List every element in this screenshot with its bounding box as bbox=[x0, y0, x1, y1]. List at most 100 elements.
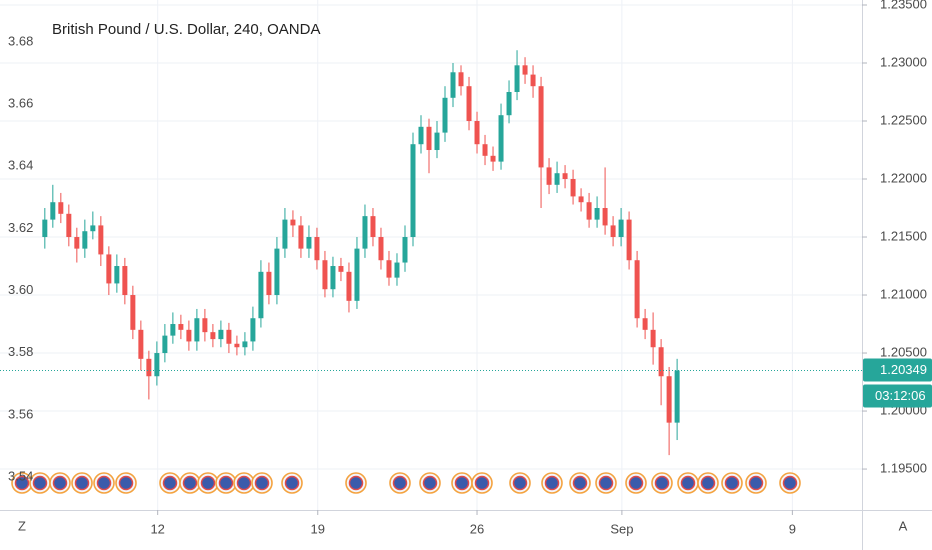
candle-body bbox=[450, 72, 456, 98]
corner-right[interactable]: A bbox=[899, 518, 908, 533]
candle-body bbox=[202, 318, 208, 333]
candle-body bbox=[594, 208, 600, 220]
event-flag bbox=[32, 475, 48, 491]
candle-body bbox=[106, 254, 112, 284]
y2-tick-label: 3.58 bbox=[8, 344, 33, 359]
candle-body bbox=[274, 248, 280, 296]
corner-left[interactable]: Z bbox=[18, 518, 26, 533]
candle-body bbox=[266, 271, 272, 296]
candle-body bbox=[578, 196, 584, 203]
candle-body bbox=[218, 329, 224, 340]
y2-tick-label: 3.62 bbox=[8, 220, 33, 235]
event-flag bbox=[680, 475, 696, 491]
candle-body bbox=[74, 237, 80, 249]
candle-body bbox=[626, 219, 632, 261]
candle-body bbox=[666, 376, 672, 423]
x-tick-label: 26 bbox=[470, 521, 484, 536]
candle-body bbox=[498, 115, 504, 162]
y2-tick-label: 3.66 bbox=[8, 96, 33, 111]
candle-body bbox=[138, 329, 144, 359]
y2-tick-label: 3.54 bbox=[8, 468, 33, 483]
candle-body bbox=[386, 260, 392, 278]
candle-body bbox=[178, 324, 184, 330]
countdown-label: 03:12:06 bbox=[875, 388, 926, 403]
event-flag bbox=[52, 475, 68, 491]
candle-body bbox=[522, 65, 528, 75]
candle-body bbox=[154, 353, 160, 377]
candle-body bbox=[482, 144, 488, 156]
chart-title: British Pound / U.S. Dollar, 240, OANDA bbox=[52, 21, 320, 38]
candle-body bbox=[194, 318, 200, 342]
event-flag bbox=[96, 475, 112, 491]
y2-tick-label: 3.56 bbox=[8, 406, 33, 421]
event-flag bbox=[512, 475, 528, 491]
candles bbox=[42, 50, 680, 456]
event-flag bbox=[118, 475, 134, 491]
candle-body bbox=[474, 121, 480, 145]
candle-body bbox=[602, 208, 608, 226]
candle-body bbox=[514, 65, 520, 92]
event-flag bbox=[348, 475, 364, 491]
candle-body bbox=[234, 343, 240, 348]
candle-body bbox=[362, 216, 368, 249]
candle-body bbox=[354, 248, 360, 301]
candle-body bbox=[618, 219, 624, 238]
event-flag bbox=[598, 475, 614, 491]
candle-body bbox=[242, 341, 248, 348]
candle-body bbox=[442, 97, 448, 133]
price-tag bbox=[863, 358, 932, 382]
candle-body bbox=[290, 219, 296, 226]
candle-body bbox=[570, 179, 576, 197]
candle-body bbox=[490, 155, 496, 162]
candle-body bbox=[186, 329, 192, 342]
candle-body bbox=[90, 225, 96, 232]
candle-body bbox=[378, 237, 384, 261]
candle-body bbox=[162, 335, 168, 354]
candle-body bbox=[562, 173, 568, 180]
candle-body bbox=[314, 237, 320, 261]
candle-body bbox=[642, 318, 648, 330]
candle-body bbox=[322, 260, 328, 290]
y-tick-label: 1.19500 bbox=[880, 460, 927, 475]
event-flag bbox=[182, 475, 198, 491]
candle-body bbox=[98, 225, 104, 255]
candle-body bbox=[554, 173, 560, 185]
candle-body bbox=[466, 86, 472, 122]
candle-body bbox=[370, 216, 376, 238]
candle-body bbox=[258, 271, 264, 319]
candle-body bbox=[306, 237, 312, 249]
candle-body bbox=[130, 295, 136, 330]
countdown-tag bbox=[863, 384, 932, 408]
x-tick-label: 12 bbox=[150, 521, 164, 536]
candle-body bbox=[42, 219, 48, 238]
candle-body bbox=[394, 262, 400, 278]
candle-body bbox=[210, 332, 216, 340]
candle-body bbox=[650, 329, 656, 348]
event-flag bbox=[724, 475, 740, 491]
candle-body bbox=[50, 202, 56, 220]
x-tick-label: 9 bbox=[789, 521, 796, 536]
y-tick-label: 1.23000 bbox=[880, 54, 927, 69]
candle-body bbox=[338, 266, 344, 272]
candle-body bbox=[330, 266, 336, 290]
event-flag bbox=[654, 475, 670, 491]
event-flag bbox=[14, 475, 30, 491]
candle-body bbox=[226, 329, 232, 344]
candle-body bbox=[410, 144, 416, 238]
candle-body bbox=[170, 324, 176, 336]
candle-body bbox=[146, 358, 152, 377]
event-flag bbox=[748, 475, 764, 491]
candle-body bbox=[506, 91, 512, 116]
x-tick-label: Sep bbox=[610, 521, 633, 536]
event-flag bbox=[474, 475, 490, 491]
event-flag bbox=[162, 475, 178, 491]
event-flag bbox=[284, 475, 300, 491]
event-flag bbox=[254, 475, 270, 491]
x-tick-label: 19 bbox=[311, 521, 325, 536]
y2-tick-label: 3.64 bbox=[8, 158, 33, 173]
candle-body bbox=[434, 132, 440, 151]
candle-body bbox=[114, 266, 120, 284]
